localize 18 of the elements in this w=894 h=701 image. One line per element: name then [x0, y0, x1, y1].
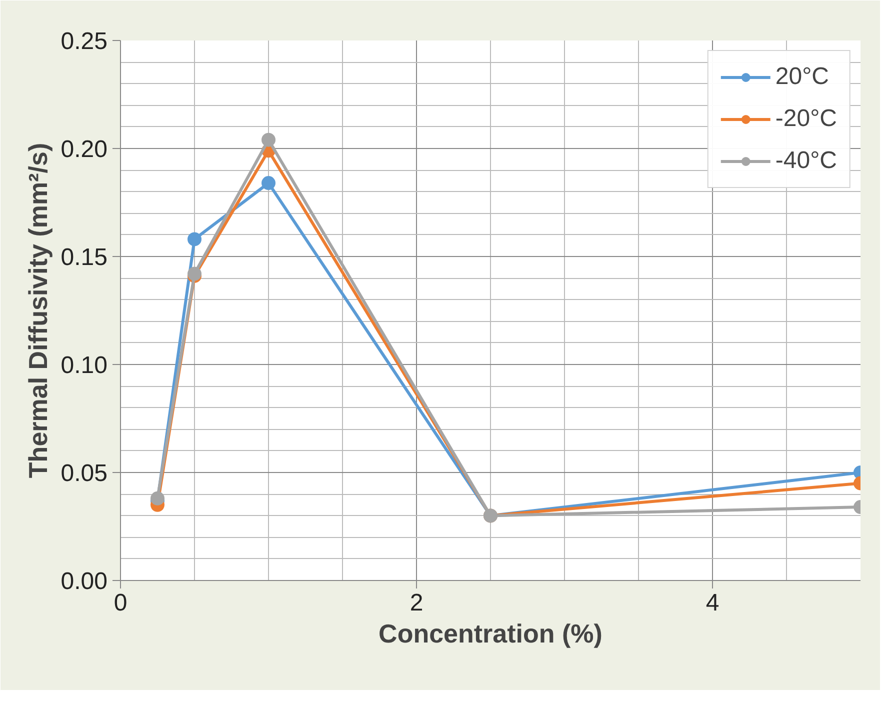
- point: [188, 232, 202, 246]
- legend-label: -40°C: [775, 147, 837, 175]
- legend-label: -20°C: [775, 105, 837, 133]
- x-tick-label: 0: [114, 590, 128, 616]
- y-tick-label: 0.00: [60, 568, 108, 595]
- point: [262, 132, 276, 147]
- y-tick-label: 0.25: [60, 28, 108, 55]
- point: [262, 176, 276, 190]
- y-tick-label: 0.10: [60, 352, 108, 379]
- x-tick-label: 2: [410, 590, 424, 616]
- x-axis-title: Concentration (%): [378, 618, 602, 648]
- x-tick-label: 4: [706, 590, 720, 616]
- y-tick-label: 0.20: [60, 136, 108, 163]
- legend-label: 20°C: [775, 63, 829, 91]
- y-tick-label: 0.05: [60, 460, 108, 487]
- y-tick-label: 0.15: [60, 244, 108, 271]
- point: [150, 491, 164, 506]
- y-axis-title: Thermal Diffusivity (mm²/s): [22, 142, 53, 478]
